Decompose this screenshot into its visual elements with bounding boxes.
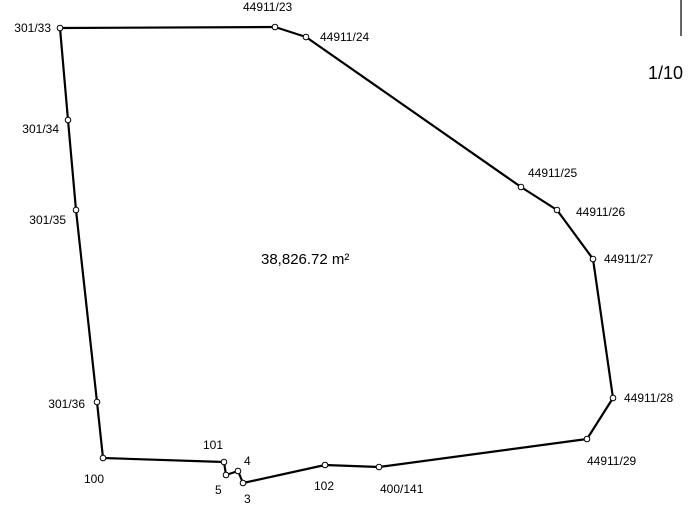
vertex-label: 44911/28	[624, 391, 673, 405]
vertex-marker	[583, 435, 591, 443]
vertex-marker	[375, 463, 383, 471]
vertex-marker	[271, 23, 279, 31]
vertex-label: 100	[84, 472, 104, 486]
vertex-marker	[553, 206, 561, 214]
vertex-label: 4	[244, 454, 251, 468]
vertex-marker	[222, 471, 230, 479]
vertex-label: 44911/24	[320, 30, 369, 44]
vertex-marker	[239, 479, 247, 487]
vertex-marker	[93, 398, 101, 406]
vertex-marker	[56, 24, 64, 32]
vertex-marker	[99, 454, 107, 462]
vertex-labels: 301/3344911/2344911/2444911/2544911/2644…	[14, 0, 673, 506]
vertex-label: 3	[244, 492, 251, 506]
vertex-marker	[321, 461, 329, 469]
vertex-marker	[220, 458, 228, 466]
vertex-label: 301/35	[29, 213, 66, 227]
vertex-markers	[56, 23, 617, 487]
vertex-label: 5	[215, 483, 222, 497]
vertex-label: 44911/23	[243, 0, 292, 14]
vertex-label: 44911/26	[576, 205, 625, 219]
vertex-label: 44911/25	[528, 166, 577, 180]
vertex-marker	[72, 206, 80, 214]
vertex-label: 102	[314, 479, 334, 493]
vertex-marker	[609, 394, 617, 402]
vertex-label: 101	[203, 438, 223, 452]
vertex-label: 301/34	[22, 122, 59, 136]
vertex-label: 44911/27	[604, 252, 653, 266]
vertex-marker	[234, 467, 242, 475]
vertex-marker	[302, 33, 310, 41]
vertex-label: 301/36	[48, 397, 85, 411]
area-label: 38,826.72 m²	[261, 251, 349, 268]
vertex-marker	[517, 183, 525, 191]
vertex-label: 44911/29	[587, 454, 636, 468]
vertex-label: 301/33	[14, 21, 51, 35]
vertex-marker	[64, 116, 72, 124]
scale-label: 1/10	[648, 63, 683, 83]
vertex-label: 400/141	[380, 482, 424, 496]
vertex-marker	[589, 255, 597, 263]
